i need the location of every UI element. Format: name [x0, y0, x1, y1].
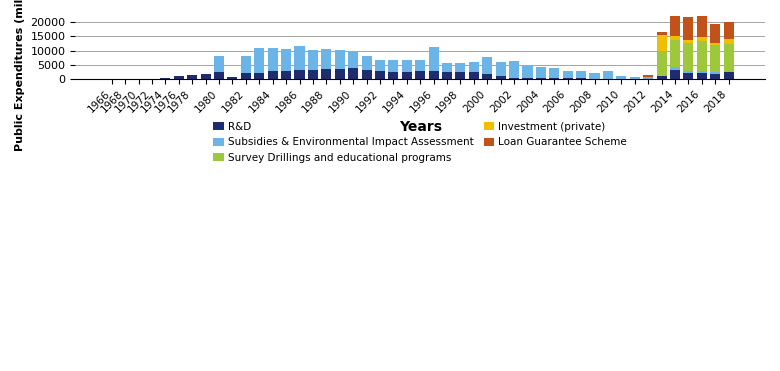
- Bar: [670, 40, 680, 67]
- Bar: [295, 70, 304, 79]
- Bar: [442, 72, 452, 79]
- Bar: [523, 65, 533, 78]
- Bar: [428, 71, 438, 79]
- Bar: [388, 60, 399, 72]
- Bar: [469, 62, 479, 72]
- Bar: [536, 67, 546, 78]
- Bar: [683, 17, 693, 40]
- Bar: [241, 73, 251, 79]
- Bar: [603, 71, 613, 79]
- Bar: [335, 69, 345, 79]
- Bar: [549, 68, 559, 78]
- Bar: [335, 50, 345, 69]
- Bar: [697, 37, 707, 41]
- Bar: [657, 76, 667, 79]
- Bar: [616, 76, 626, 79]
- Bar: [710, 24, 720, 43]
- Bar: [254, 47, 264, 73]
- Bar: [509, 61, 519, 78]
- Bar: [576, 78, 586, 79]
- Bar: [549, 78, 559, 79]
- Bar: [321, 69, 331, 79]
- Bar: [683, 43, 693, 71]
- Bar: [415, 71, 425, 79]
- Bar: [670, 67, 680, 70]
- Bar: [214, 56, 224, 72]
- Bar: [268, 71, 278, 79]
- Bar: [683, 71, 693, 73]
- Bar: [214, 72, 224, 79]
- Bar: [482, 57, 492, 75]
- Bar: [348, 52, 358, 68]
- Bar: [469, 72, 479, 79]
- Bar: [187, 75, 197, 79]
- Bar: [724, 39, 734, 43]
- Bar: [576, 71, 586, 78]
- Bar: [697, 41, 707, 71]
- Bar: [362, 70, 371, 79]
- Bar: [562, 78, 573, 79]
- Bar: [670, 70, 680, 79]
- Bar: [428, 47, 438, 71]
- Bar: [644, 75, 653, 77]
- Bar: [683, 40, 693, 43]
- Bar: [281, 49, 291, 71]
- Bar: [562, 70, 573, 78]
- Bar: [402, 60, 412, 72]
- Bar: [710, 45, 720, 72]
- Bar: [697, 16, 707, 37]
- Bar: [697, 71, 707, 73]
- Bar: [321, 49, 331, 69]
- Bar: [710, 72, 720, 73]
- Bar: [254, 73, 264, 79]
- Bar: [375, 71, 385, 79]
- Bar: [697, 73, 707, 79]
- Bar: [456, 72, 466, 79]
- Bar: [536, 78, 546, 79]
- Bar: [657, 35, 667, 51]
- Bar: [644, 77, 653, 79]
- Bar: [228, 77, 237, 79]
- Bar: [268, 48, 278, 71]
- Bar: [509, 78, 519, 79]
- Bar: [281, 71, 291, 79]
- Bar: [456, 63, 466, 72]
- Bar: [724, 22, 734, 39]
- Bar: [174, 76, 184, 79]
- Bar: [724, 72, 734, 79]
- Bar: [161, 78, 171, 79]
- Bar: [375, 60, 385, 71]
- Bar: [495, 76, 505, 79]
- Bar: [683, 73, 693, 79]
- Bar: [590, 73, 600, 79]
- Bar: [388, 72, 399, 79]
- Bar: [200, 73, 211, 79]
- Bar: [482, 75, 492, 79]
- Bar: [295, 46, 304, 70]
- Bar: [724, 43, 734, 72]
- Bar: [442, 63, 452, 72]
- X-axis label: Years: Years: [399, 120, 441, 134]
- Bar: [362, 56, 371, 70]
- Bar: [629, 78, 640, 79]
- Bar: [710, 73, 720, 79]
- Bar: [348, 68, 358, 79]
- Bar: [523, 78, 533, 79]
- Bar: [308, 50, 318, 70]
- Bar: [415, 60, 425, 71]
- Bar: [670, 16, 680, 36]
- Bar: [710, 43, 720, 45]
- Legend: R&D, Subsidies & Environmental Impact Assessment, Survey Drillings and education: R&D, Subsidies & Environmental Impact As…: [209, 118, 631, 167]
- Bar: [670, 36, 680, 40]
- Bar: [308, 70, 318, 79]
- Bar: [657, 51, 667, 76]
- Y-axis label: Public Expenditures (million yen): Public Expenditures (million yen): [15, 0, 25, 151]
- Bar: [495, 62, 505, 76]
- Bar: [402, 72, 412, 79]
- Bar: [241, 56, 251, 73]
- Bar: [657, 32, 667, 35]
